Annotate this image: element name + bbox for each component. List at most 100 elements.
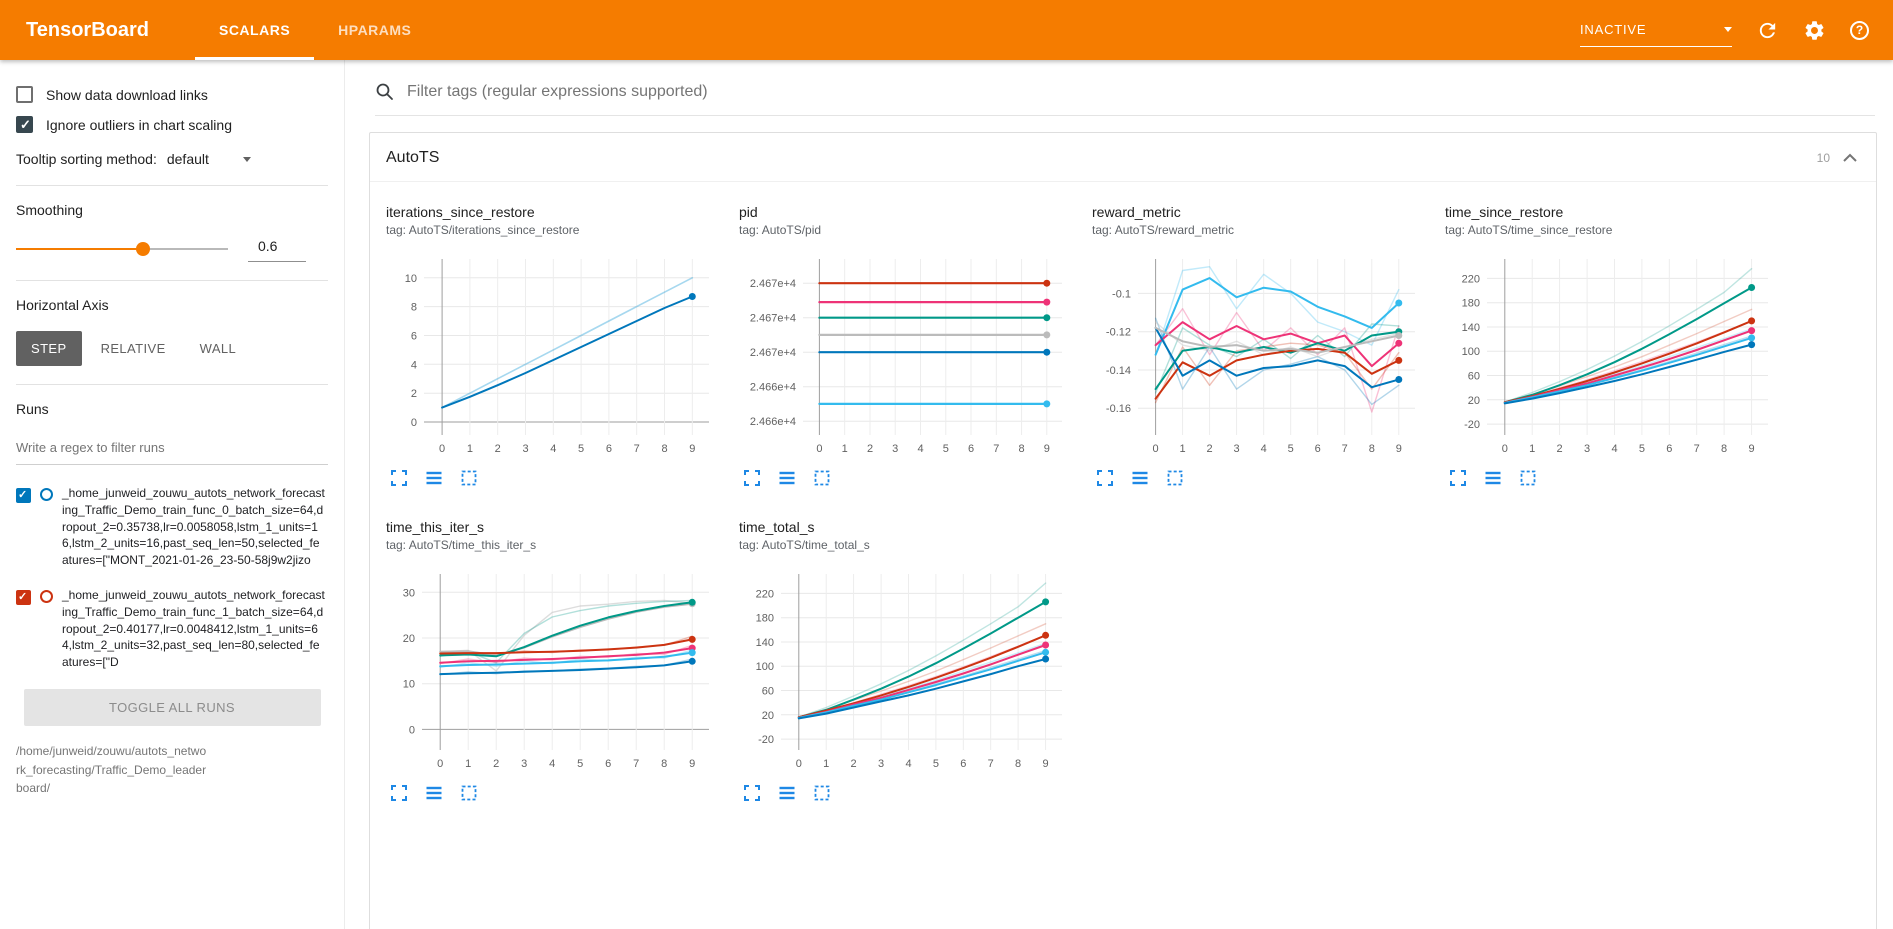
svg-text:180: 180 xyxy=(756,613,774,625)
app-title: TensorBoard xyxy=(26,18,149,41)
gear-icon xyxy=(1805,20,1824,40)
card-header[interactable]: AutoTS 10 xyxy=(370,133,1876,182)
svg-text:8: 8 xyxy=(1369,443,1375,455)
fit-domain-button[interactable] xyxy=(1517,467,1539,489)
chart-canvas[interactable]: -20 20 60 100 140 180 220 0 1 2 3 4 5 6 7 8 9 xyxy=(739,564,1074,776)
tag-filter-bar xyxy=(375,60,1875,116)
svg-text:5: 5 xyxy=(943,443,949,455)
run-item-1: _home_junweid_zouwu_autots_network_forec… xyxy=(16,587,328,671)
svg-text:7: 7 xyxy=(634,443,640,455)
status-dropdown[interactable]: INACTIVE xyxy=(1580,22,1732,47)
collapse-card-button[interactable] xyxy=(1840,150,1860,166)
fit-domain-icon xyxy=(461,470,477,486)
tooltip-sort-select[interactable]: default xyxy=(167,151,251,167)
expand-icon xyxy=(744,470,760,486)
toggle-all-runs-button[interactable]: TOGGLE ALL RUNS xyxy=(23,688,321,726)
svg-text:10: 10 xyxy=(403,679,415,691)
refresh-button[interactable] xyxy=(1756,19,1779,42)
svg-text:100: 100 xyxy=(756,661,774,673)
svg-text:7: 7 xyxy=(633,758,639,770)
fit-domain-icon xyxy=(1167,470,1183,486)
smoothing-value[interactable]: 0.6 xyxy=(248,236,306,262)
axis-step-button[interactable]: STEP xyxy=(16,331,82,366)
run-radio-icon[interactable] xyxy=(40,589,53,603)
card-title: AutoTS xyxy=(386,149,440,166)
tab-scalars[interactable]: SCALARS xyxy=(194,0,315,60)
run-radio-icon[interactable] xyxy=(40,488,53,501)
tab-hparams[interactable]: HPARAMS xyxy=(314,0,435,60)
general-options-section: Show data download links Ignore outliers … xyxy=(16,70,328,186)
run-checkbox-icon[interactable] xyxy=(16,488,31,503)
smoothing-slider-thumb[interactable] xyxy=(136,242,151,256)
data-list-icon xyxy=(779,471,795,485)
svg-text:4: 4 xyxy=(550,443,556,455)
axis-relative-button[interactable]: RELATIVE xyxy=(86,331,181,366)
svg-text:0: 0 xyxy=(437,758,443,770)
svg-text:5: 5 xyxy=(933,758,939,770)
svg-text:3: 3 xyxy=(522,443,528,455)
tooltip-sort-label: Tooltip sorting method: xyxy=(16,151,157,167)
run-checkbox-icon[interactable] xyxy=(16,589,31,605)
fit-domain-button[interactable] xyxy=(811,467,833,489)
run-label: _home_junweid_zouwu_autots_network_forec… xyxy=(62,587,325,670)
expand-icon xyxy=(391,785,407,801)
svg-text:20: 20 xyxy=(403,633,415,645)
chart-toolbar xyxy=(386,467,721,489)
chart-canvas[interactable]: 2.467e+4 2.467e+4 2.467e+4 2.466e+4 2.466e+4… xyxy=(739,249,1074,461)
expand-button[interactable] xyxy=(741,467,763,489)
tag-filter-input[interactable] xyxy=(407,83,1875,101)
svg-text:2: 2 xyxy=(1557,443,1563,455)
svg-text:-0.12: -0.12 xyxy=(1106,327,1131,339)
expand-button[interactable] xyxy=(388,467,410,489)
chart-toolbar xyxy=(386,782,721,804)
runs-filter-input[interactable] xyxy=(16,435,328,465)
svg-text:1: 1 xyxy=(823,758,829,770)
axis-wall-button[interactable]: WALL xyxy=(185,331,252,366)
chart-time_total_s: time_total_s tag: AutoTS/time_total_s -20 2… xyxy=(739,519,1074,804)
chart-canvas[interactable]: 0 10 20 30 0 1 2 3 4 5 6 7 8 9 xyxy=(386,564,721,776)
data-list-button[interactable] xyxy=(776,467,798,489)
svg-text:9: 9 xyxy=(689,758,695,770)
chevron-up-icon xyxy=(1843,153,1857,162)
fit-domain-button[interactable] xyxy=(458,782,480,804)
expand-button[interactable] xyxy=(741,782,763,804)
svg-text:5: 5 xyxy=(1288,443,1294,455)
settings-button[interactable] xyxy=(1803,19,1826,42)
expand-button[interactable] xyxy=(1094,467,1116,489)
chart-tag: tag: AutoTS/time_this_iter_s xyxy=(386,538,537,552)
expand-button[interactable] xyxy=(1447,467,1469,489)
checkbox-icon[interactable] xyxy=(16,116,33,133)
fit-domain-button[interactable] xyxy=(1164,467,1186,489)
svg-text:6: 6 xyxy=(968,443,974,455)
chart-title: pid xyxy=(739,204,758,220)
svg-text:3: 3 xyxy=(1234,443,1240,455)
fit-domain-button[interactable] xyxy=(811,782,833,804)
chart-toolbar xyxy=(739,782,1074,804)
svg-text:3: 3 xyxy=(521,758,527,770)
help-button[interactable] xyxy=(1850,20,1869,40)
checkbox-icon[interactable] xyxy=(16,86,33,103)
option-row-1[interactable]: Ignore outliers in chart scaling xyxy=(16,116,328,133)
chart-title: iterations_since_restore xyxy=(386,204,535,220)
chart-canvas[interactable]: 0 2 4 6 8 10 0 1 2 3 4 5 6 7 8 9 xyxy=(386,249,721,461)
chart-title: time_total_s xyxy=(739,519,815,535)
svg-text:8: 8 xyxy=(411,302,417,314)
data-list-button[interactable] xyxy=(776,782,798,804)
chart-canvas[interactable]: -0.1 -0.12 -0.14 -0.16 0 1 2 3 4 5 6 7 8 9 xyxy=(1092,249,1427,461)
expand-button[interactable] xyxy=(388,782,410,804)
option-row-0[interactable]: Show data download links xyxy=(16,86,328,103)
data-list-button[interactable] xyxy=(1482,467,1504,489)
chart-title: time_since_restore xyxy=(1445,204,1564,220)
svg-text:0: 0 xyxy=(411,417,417,429)
svg-text:7: 7 xyxy=(988,758,994,770)
data-list-icon xyxy=(1132,471,1148,485)
data-list-button[interactable] xyxy=(423,782,445,804)
svg-text:4: 4 xyxy=(411,359,417,371)
chart-canvas[interactable]: -20 20 60 100 140 180 220 0 1 2 3 4 5 6 7 8 9 xyxy=(1445,249,1780,461)
chart-time_since_restore: time_since_restore tag: AutoTS/time_since… xyxy=(1445,204,1780,489)
fit-domain-button[interactable] xyxy=(458,467,480,489)
data-list-icon xyxy=(1485,471,1501,485)
data-list-button[interactable] xyxy=(1129,467,1151,489)
data-list-button[interactable] xyxy=(423,467,445,489)
smoothing-slider[interactable] xyxy=(16,242,228,256)
